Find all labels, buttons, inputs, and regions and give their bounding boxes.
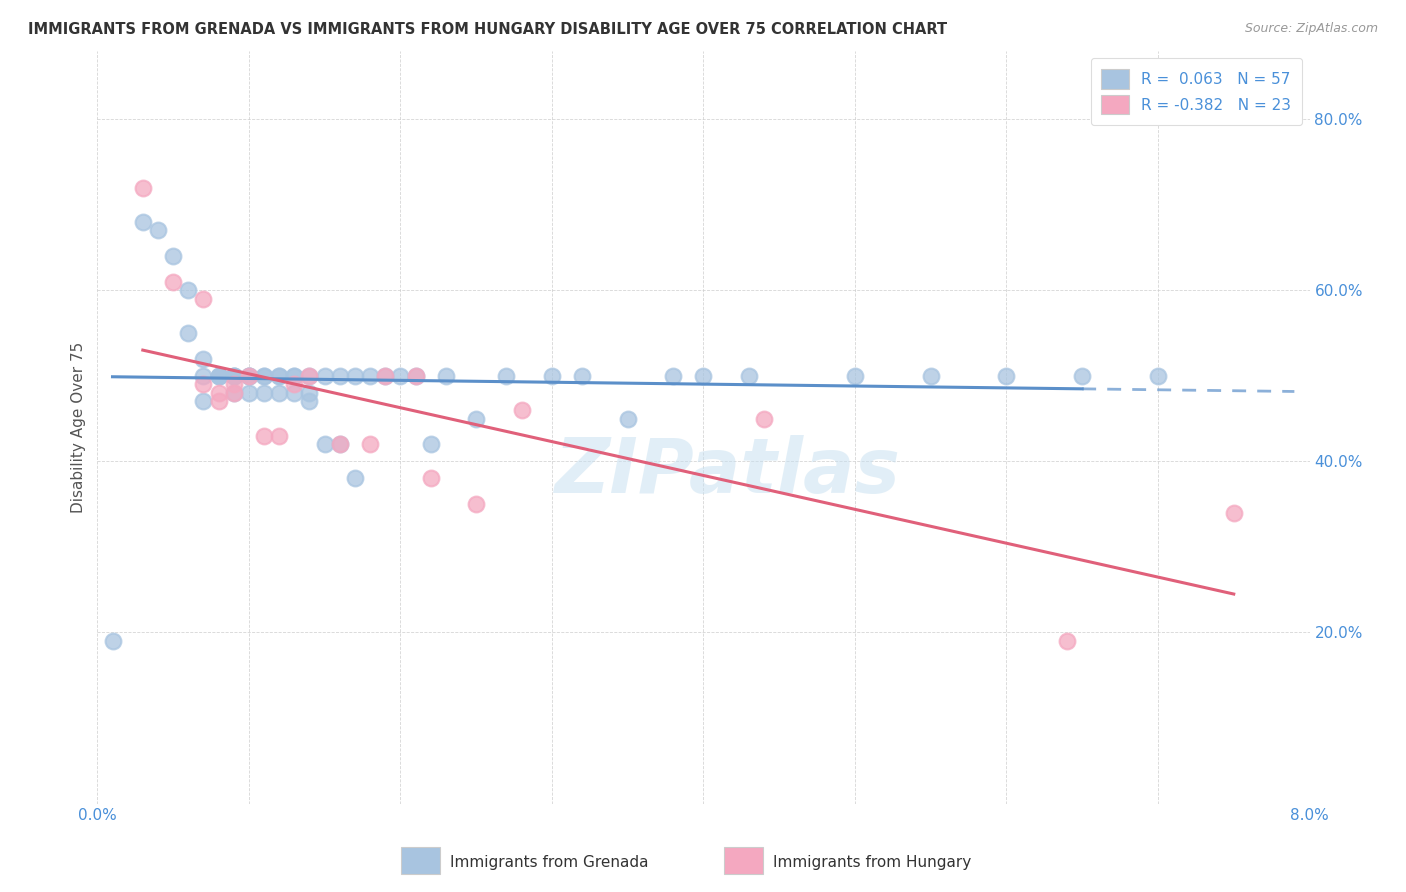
Point [269,428,291,442]
Y-axis label: Disability Age Over 75: Disability Age Over 75 [72,342,86,513]
Point [283,377,305,392]
Point [920,368,942,383]
Point [495,368,517,383]
Point [662,368,685,383]
Point [541,368,564,383]
Point [405,368,427,383]
Point [571,368,593,383]
Point [222,385,245,400]
Point [193,377,215,392]
Point [177,283,200,297]
Point [222,368,245,383]
Point [692,368,714,383]
Point [222,377,245,392]
Point [132,215,155,229]
Point [298,368,321,383]
Point [616,411,638,425]
Point [207,394,229,409]
Point [193,292,215,306]
Legend: R =  0.063   N = 57, R = -0.382   N = 23: R = 0.063 N = 57, R = -0.382 N = 23 [1091,58,1302,125]
Point [419,471,441,485]
Point [132,180,155,194]
Text: Immigrants from Hungary: Immigrants from Hungary [773,855,972,870]
Point [193,368,215,383]
Point [1147,368,1170,383]
Text: IMMIGRANTS FROM GRENADA VS IMMIGRANTS FROM HUNGARY DISABILITY AGE OVER 75 CORREL: IMMIGRANTS FROM GRENADA VS IMMIGRANTS FR… [28,22,948,37]
Point [253,368,276,383]
Point [238,368,260,383]
Point [329,437,352,451]
Point [207,368,229,383]
Point [298,368,321,383]
Point [298,394,321,409]
Point [162,275,184,289]
Point [283,385,305,400]
Point [1222,506,1244,520]
Point [238,368,260,383]
Point [1056,634,1078,648]
Point [222,368,245,383]
Point [434,368,457,383]
Point [207,385,229,400]
Point [329,437,352,451]
Point [510,403,533,417]
Point [207,368,229,383]
Point [283,368,305,383]
Point [146,223,169,237]
Point [253,368,276,383]
Point [465,497,488,511]
Point [359,437,381,451]
Point [314,437,336,451]
Point [269,368,291,383]
Point [177,326,200,340]
Point [738,368,761,383]
Point [419,437,441,451]
Point [343,368,366,383]
Point [329,368,352,383]
Point [238,385,260,400]
Point [193,351,215,366]
Point [269,368,291,383]
Point [207,368,229,383]
Point [343,471,366,485]
Point [844,368,866,383]
Point [405,368,427,383]
Point [193,394,215,409]
Point [752,411,775,425]
Point [374,368,396,383]
Point [465,411,488,425]
Point [162,249,184,263]
Point [298,385,321,400]
Point [238,368,260,383]
Point [101,634,124,648]
Text: ZIPatlas: ZIPatlas [555,435,901,509]
Text: Immigrants from Grenada: Immigrants from Grenada [450,855,648,870]
Point [374,368,396,383]
Point [269,385,291,400]
Point [359,368,381,383]
Point [389,368,412,383]
Point [995,368,1018,383]
Point [283,368,305,383]
Point [314,368,336,383]
Point [222,385,245,400]
Text: Source: ZipAtlas.com: Source: ZipAtlas.com [1244,22,1378,36]
Point [222,368,245,383]
Point [253,428,276,442]
Point [253,385,276,400]
Point [238,368,260,383]
Point [1071,368,1094,383]
